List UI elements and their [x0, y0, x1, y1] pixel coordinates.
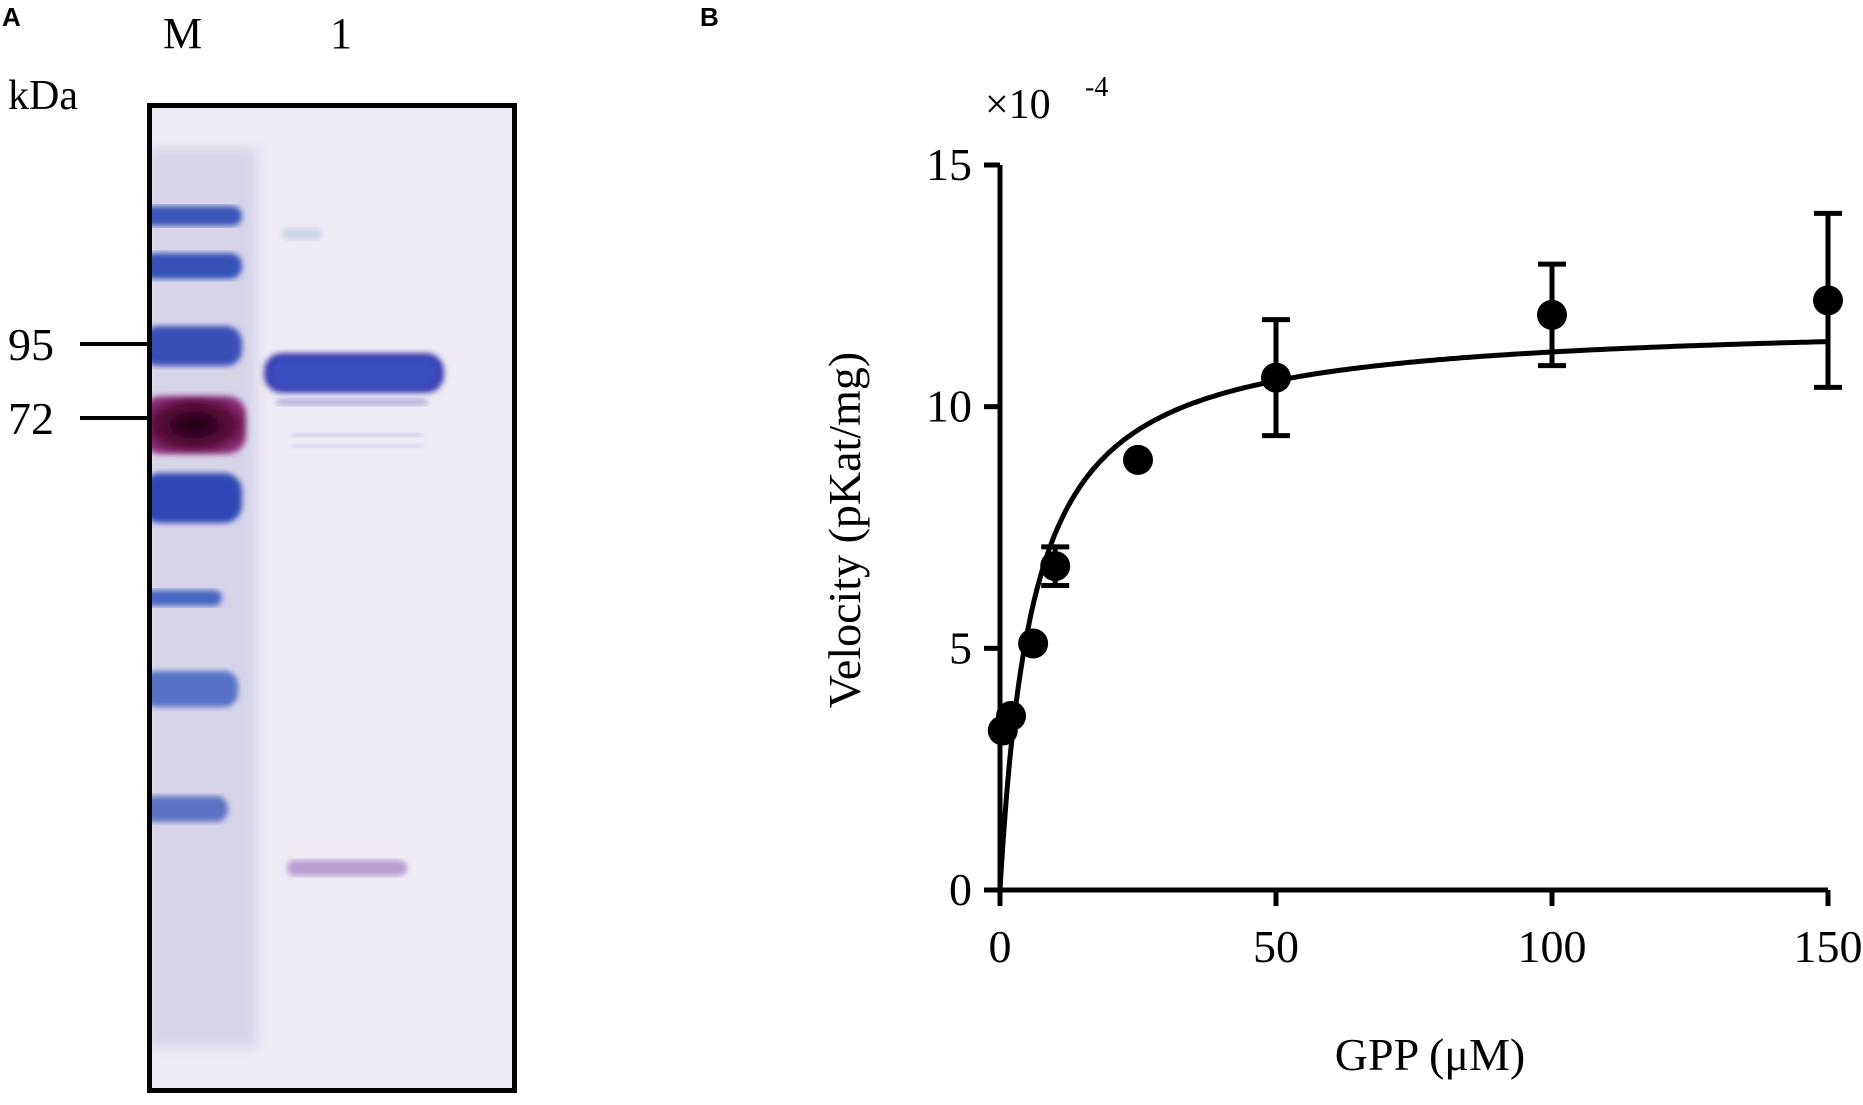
marker-ladder [152, 206, 246, 822]
chart-axes: 0 50 100 150 0 5 10 15 [926, 139, 1863, 972]
sds-page-gel [147, 103, 517, 1093]
marker-label-95: 95 [8, 319, 54, 370]
lane-label-sample: 1 [330, 9, 352, 58]
x-axis-label: GPP (μM) [1335, 1029, 1525, 1080]
panel-b-label: B [700, 2, 719, 32]
data-point [1018, 628, 1049, 659]
lane-label-marker: M [163, 9, 203, 58]
panel-a-label: A [2, 2, 21, 32]
data-point [996, 701, 1027, 731]
chart-marks [987, 210, 1843, 890]
data-point [1123, 444, 1153, 475]
fit-curve [997, 339, 1829, 890]
y-multiplier-exponent: -4 [1085, 72, 1108, 103]
y-tick-label: 10 [926, 381, 972, 432]
marker-tick-72 [80, 416, 150, 420]
y-multiplier: ×10 [985, 82, 1051, 128]
data-point [1261, 362, 1291, 393]
y-axis-label: Velocity (pKat/mg) [819, 352, 870, 708]
y-tick-label: 0 [949, 864, 972, 915]
y-tick-label: 15 [926, 139, 972, 190]
sample-lane [264, 228, 444, 876]
molecular-weight-unit: kDa [8, 73, 78, 119]
data-point [1813, 285, 1843, 316]
x-tick-label: 150 [1794, 921, 1863, 972]
gel-image [152, 108, 512, 1088]
data-point [1537, 299, 1567, 330]
x-tick-label: 0 [989, 921, 1012, 972]
marker-tick-95 [80, 342, 150, 346]
x-tick-label: 100 [1518, 921, 1587, 972]
y-tick-label: 5 [949, 622, 972, 673]
marker-label-72: 72 [8, 393, 54, 444]
data-point [1040, 551, 1071, 582]
x-tick-label: 50 [1253, 921, 1299, 972]
